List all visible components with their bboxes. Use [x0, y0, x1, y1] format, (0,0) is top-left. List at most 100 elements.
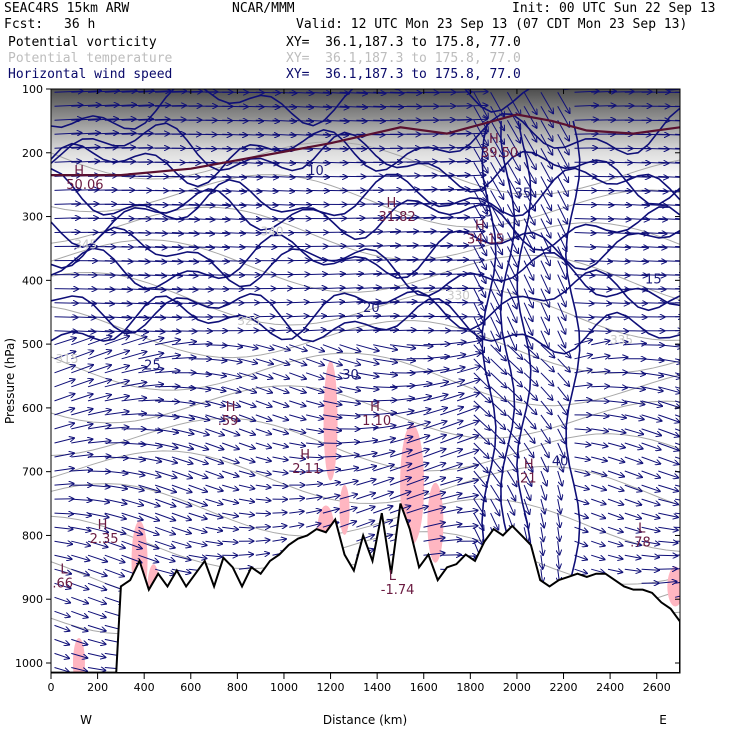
wind-vector	[473, 148, 488, 172]
wind-vector	[289, 330, 308, 331]
wind-vector	[222, 233, 245, 234]
wind-vector	[457, 260, 484, 261]
wind-vector	[641, 359, 664, 361]
wind-vector	[406, 396, 431, 402]
wind-vector	[121, 261, 150, 262]
wind-vector	[523, 162, 536, 183]
wind-vector	[490, 105, 505, 130]
wind-vector	[255, 471, 271, 474]
wind-vector	[457, 217, 485, 218]
wind-vector	[339, 372, 361, 378]
field-theta-name: Potential temperature	[8, 51, 173, 66]
wind-vector	[473, 484, 486, 501]
wind-vector	[272, 471, 288, 473]
wind-vector	[506, 484, 515, 500]
wind-vector	[322, 443, 341, 444]
wind-vector	[440, 367, 464, 374]
wind-vector	[591, 261, 612, 262]
wind-vector	[406, 422, 430, 430]
wind-vector	[373, 426, 395, 430]
wind-vector	[188, 400, 210, 405]
wind-vector	[641, 498, 660, 505]
wind-vector	[523, 456, 533, 472]
wind-vector	[87, 512, 109, 517]
wind-vector	[289, 358, 306, 365]
wind-vector	[574, 370, 592, 373]
wind-vector	[674, 372, 680, 375]
wind-vector	[490, 302, 501, 324]
wind-vector	[339, 92, 368, 93]
wind-vector	[356, 259, 381, 260]
wind-vector	[322, 274, 345, 275]
wind-vector	[389, 92, 421, 93]
wind-vector	[188, 190, 215, 191]
header-source: NCAR/MMM	[232, 1, 295, 16]
wind-vector	[490, 484, 501, 501]
wind-vector	[272, 190, 295, 191]
y-tick-label: 100	[22, 83, 43, 96]
wind-vector	[624, 190, 650, 191]
wind-vector	[339, 415, 360, 416]
wind-vector	[356, 316, 380, 317]
wind-vector	[641, 470, 660, 478]
wind-vector	[87, 331, 113, 332]
wind-vector	[104, 512, 126, 519]
wind-speed-contour	[51, 226, 680, 307]
wind-vector	[306, 302, 326, 303]
wind-vector	[557, 148, 569, 168]
wind-vector	[356, 387, 378, 390]
wind-vector	[272, 302, 292, 303]
wind-vector	[272, 358, 290, 365]
wind-vector	[87, 336, 112, 346]
wind-vector	[574, 261, 595, 262]
wind-vector	[675, 260, 680, 262]
wind-vector	[506, 260, 517, 281]
wind-vector	[540, 442, 549, 457]
wind-vector	[490, 456, 503, 472]
wind-vector	[440, 217, 469, 218]
wind-vector	[339, 442, 360, 443]
wind-vector	[557, 344, 571, 358]
wind-vector	[406, 245, 435, 246]
wind-vector	[540, 386, 553, 400]
wind-vector	[490, 316, 501, 338]
wind-vector	[607, 247, 630, 248]
wind-vector	[591, 415, 608, 417]
wind-vector	[523, 498, 529, 514]
wind-vector	[506, 105, 520, 129]
wind-vector	[155, 317, 181, 318]
wind-vector	[188, 344, 212, 345]
wind-vector	[272, 386, 289, 393]
x-end-label-left: W	[80, 713, 92, 727]
wind-vector	[171, 204, 199, 205]
wind-vector	[591, 303, 611, 304]
wind-vector	[506, 120, 520, 142]
wind-vector	[222, 456, 239, 463]
wind-vector	[473, 105, 488, 131]
wind-vector	[71, 317, 95, 318]
wind-vector	[205, 498, 223, 504]
wind-vector	[54, 204, 81, 205]
wind-vector	[658, 414, 679, 422]
wind-vector	[506, 274, 517, 295]
theta-label: 340	[261, 225, 284, 239]
wind-vector	[574, 303, 594, 304]
wind-vector	[440, 245, 468, 246]
wind-vector	[423, 302, 451, 303]
x-tick-label: 2000	[503, 681, 531, 694]
wind-vector	[440, 274, 467, 275]
wind-vector	[54, 133, 82, 134]
wind-vector	[456, 353, 481, 360]
wind-vector	[574, 429, 591, 430]
wind-vector	[658, 470, 678, 478]
extremum-value: 31.82	[378, 210, 415, 225]
wind-vector	[289, 92, 313, 93]
wind-vector	[87, 317, 114, 318]
wind-vector	[423, 463, 446, 472]
wind-vector	[138, 400, 163, 401]
wind-vector	[440, 161, 470, 162]
wind-vector	[457, 203, 485, 204]
wind-vector	[171, 261, 198, 262]
wind-vector	[289, 344, 306, 351]
wind-vector	[171, 484, 192, 492]
